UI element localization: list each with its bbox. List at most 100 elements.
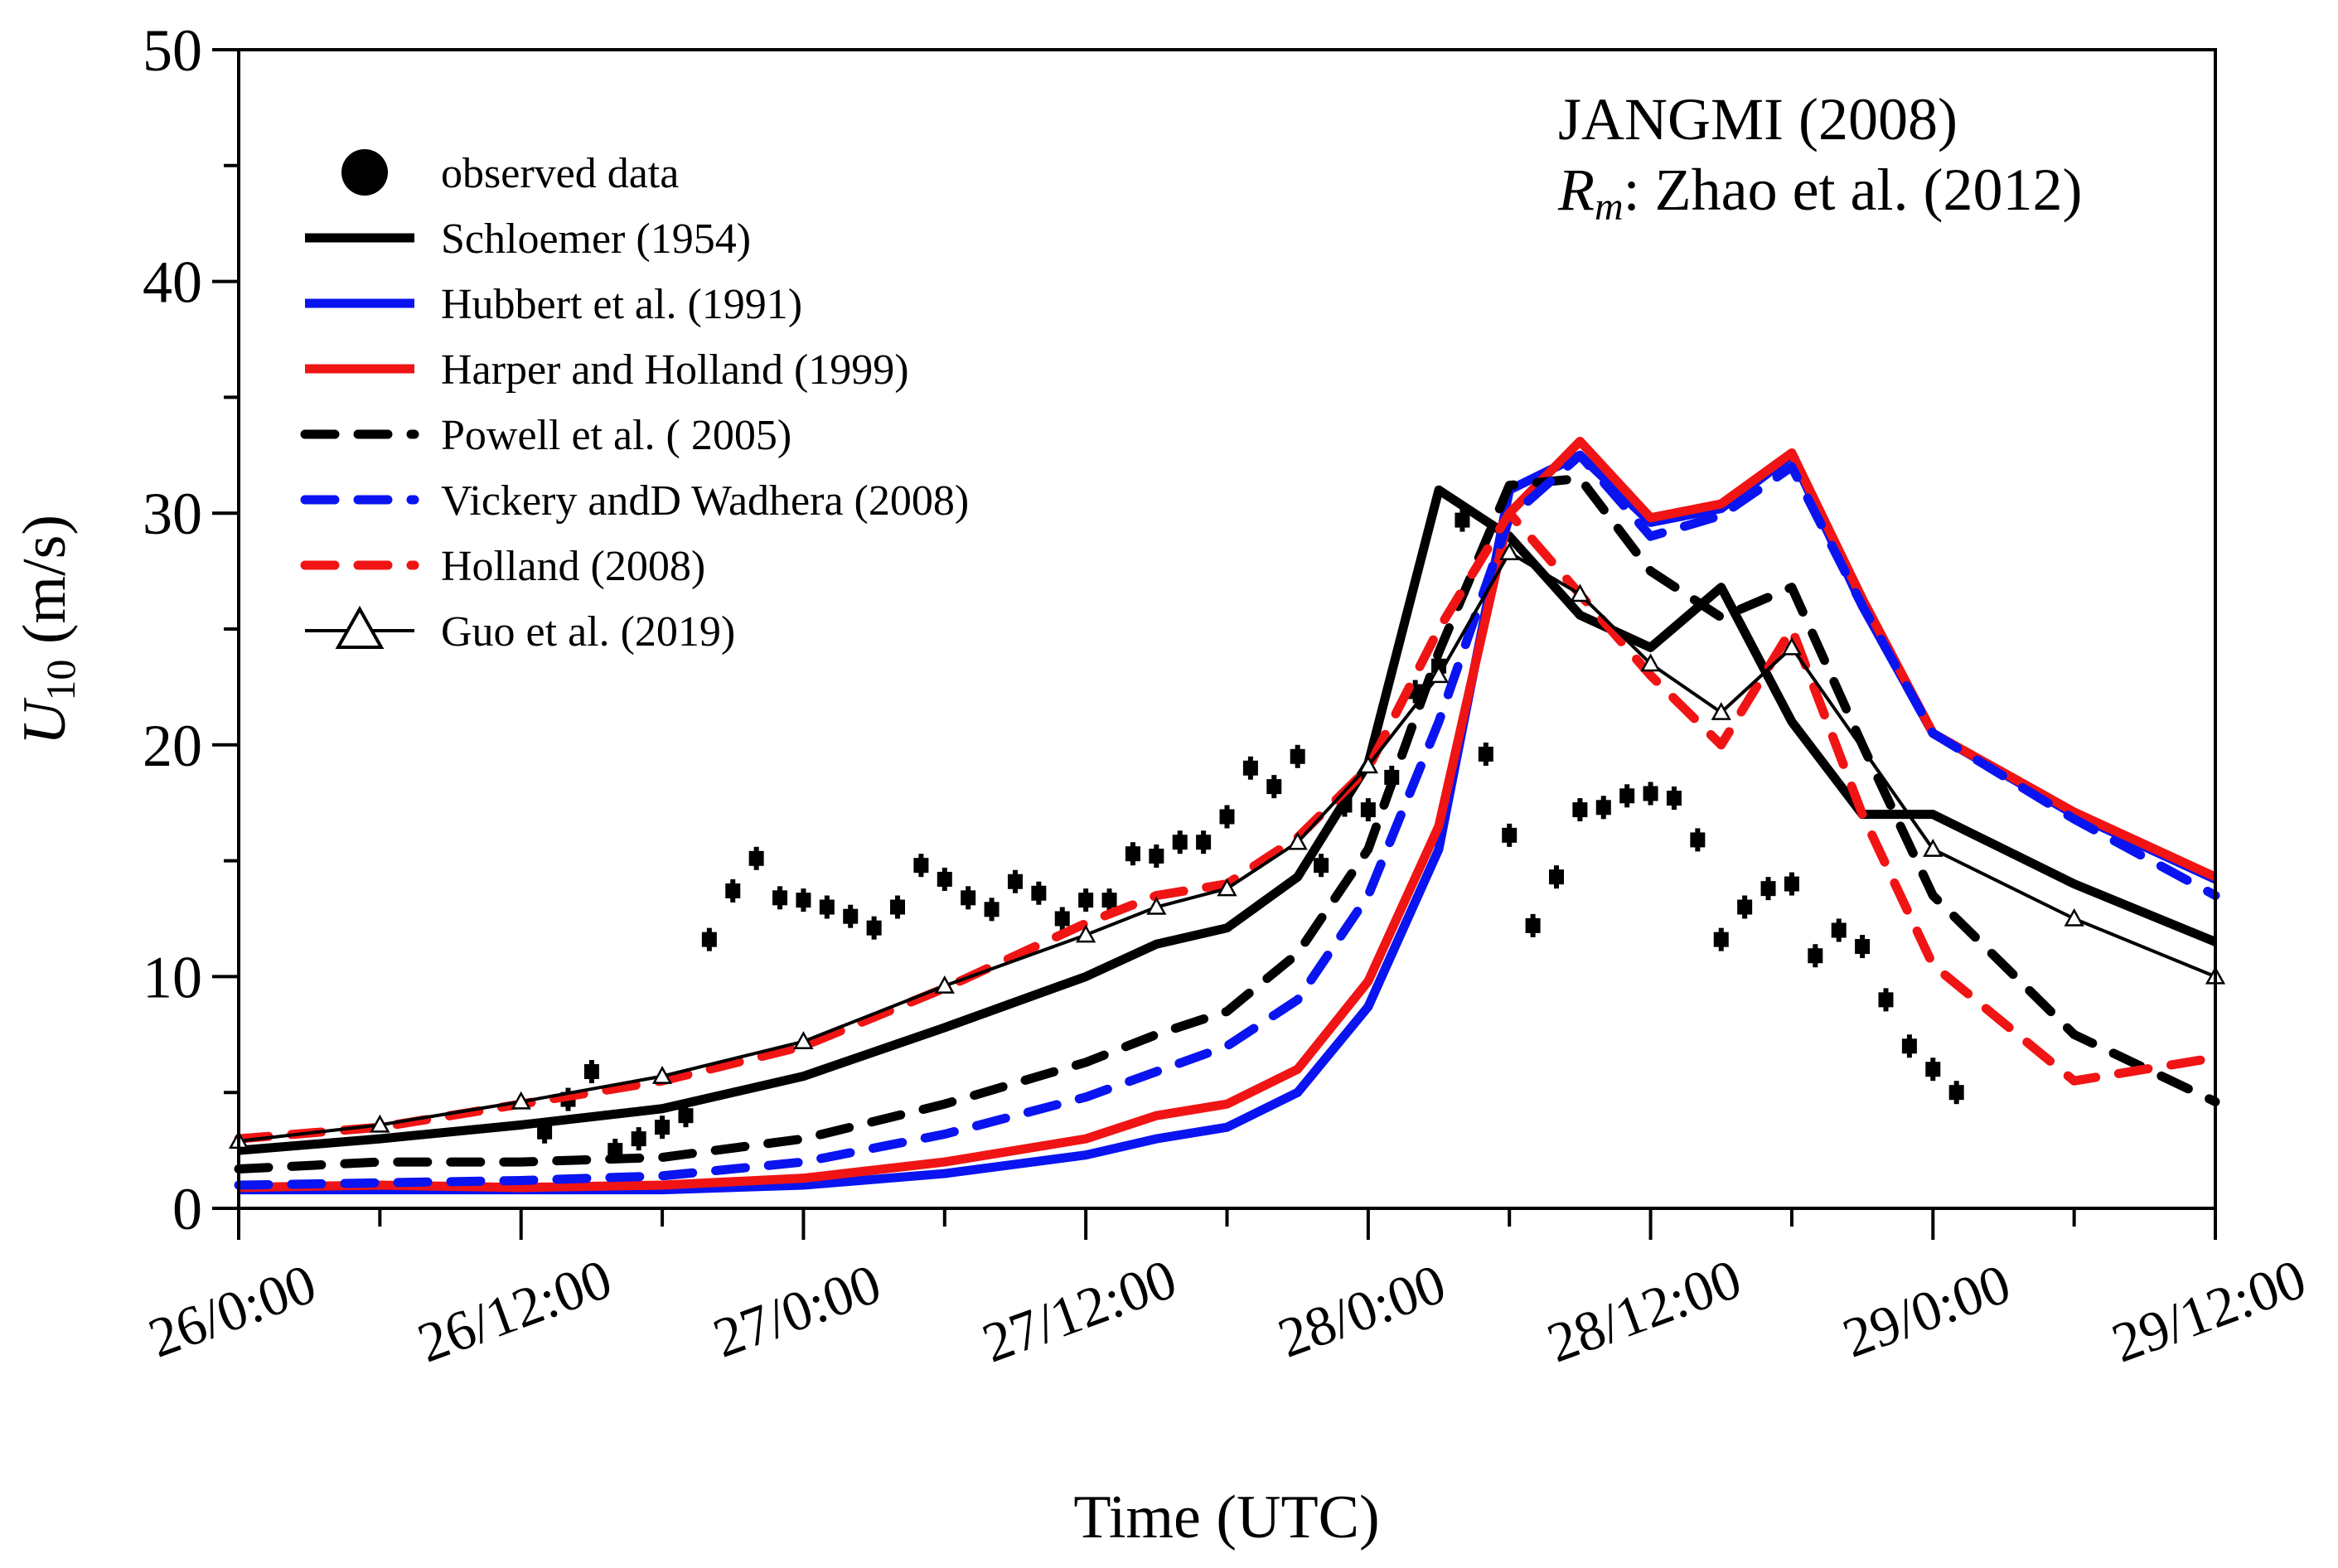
legend: observed data Schloemer (1954) Hubbert et … [300,149,969,656]
series-marker-guo-et-al-2019 [1499,542,1520,560]
observed-data-point-bar [1319,854,1324,878]
observed-data-point-bar [1059,907,1065,931]
observed-data-point-bar [1177,830,1183,854]
observed-data-point-bar [848,904,854,928]
legend-label: Vickery andD Wadhera (2008) [441,477,969,525]
series-marker-guo-et-al-2019 [1923,839,1943,857]
legend-label: Harper and Holland (1999) [441,346,909,394]
observed-data-point-bar [1530,913,1536,937]
series-marker-guo-et-al-2019 [934,975,955,994]
observed-data-point-bar [1883,988,1889,1012]
observed-data-point-bar [542,1120,548,1144]
series-marker-guo-et-al-2019 [511,1091,531,1110]
series-marker-guo-et-al-2019 [1570,583,1590,603]
axis-ticks [212,48,2217,1240]
observed-data-point-bar [1507,823,1513,847]
series-marker-guo-et-al-2019 [370,1114,390,1133]
annotation-title: JANGMI (2008) [1558,86,1958,152]
observed-data-point-bar [1130,842,1135,866]
observed-data-point-bar [1247,756,1253,780]
rm-symbol: R [1557,157,1595,223]
observed-data-point-bar [1012,869,1018,893]
observed-data-point-bar [1083,888,1089,912]
observed-data-point-bar [1224,805,1230,829]
observed-data-point-bar [777,886,783,910]
observed-data-point-bar [1930,1057,1936,1082]
observed-data-point-bar [1271,775,1277,799]
series-marker-guo-et-al-2019 [1640,653,1661,672]
observed-data-point-bar [918,854,924,878]
legend-label: Powell et al. ( 2005) [441,412,791,459]
series-line-powell-et-al-2005 [234,473,2220,1174]
observed-data-point-bar [1600,796,1606,820]
observed-data-point-bar [636,1127,641,1151]
observed-data-point-bar [824,895,830,919]
observed-data-point-bar [1365,798,1371,822]
observed-data-point-bar [989,898,995,922]
observed-data-point-bar [1154,844,1159,869]
observed-data-point-bar [1906,1034,1912,1058]
y-tick-label: 10 [143,944,202,1010]
legend-label: Hubbert et al. (1991) [441,281,802,328]
y-axis-symbol: U [11,697,79,745]
series-marker-guo-et-al-2019 [1428,665,1450,684]
annotation-rm: Rm: Zhao et al. (2012) [1557,157,2082,229]
series-line-guo-et-al-2019 [238,550,2216,1143]
observed-data-point-bar [1624,784,1630,808]
series-marker-guo-et-al-2019 [1287,831,1308,850]
legend-label: Guo et al. (2019) [441,608,735,656]
observed-data-point-bar [871,916,877,940]
observed-data-point-bar [1695,828,1701,852]
legend-label: observed data [441,150,679,197]
y-tick-label: 20 [143,713,202,779]
observed-data-point-bar [1813,944,1818,968]
x-tick-label: 29/12:00 [2104,1246,2314,1374]
series-marker-guo-et-al-2019 [1358,755,1378,774]
rm-subscript: m [1595,185,1624,229]
observed-data-point-bar [1036,881,1042,905]
observed-data-point-bar [730,878,736,903]
legend-label: Holland (2008) [441,543,705,590]
x-tick-label: 26/0:00 [141,1251,324,1369]
observed-data-point-bar [1554,865,1559,889]
observed-data-point-bar [660,1116,666,1140]
series-line-holland-2008 [234,508,2220,1144]
series-marker-guo-et-al-2019 [1711,702,1731,720]
observed-data-point-bar [801,888,806,912]
y-axis-label: U10 (m/s) [11,515,84,745]
x-tick-label: 27/12:00 [975,1246,1184,1374]
rm-text: : Zhao et al. (2012) [1624,157,2083,223]
series-marker-guo-et-al-2019 [1146,896,1167,915]
observed-data-point-bar [895,895,900,919]
x-tick-label: 28/12:00 [1539,1246,1749,1374]
observed-data-point-bar [966,886,971,910]
y-tick-label: 50 [143,17,202,84]
series-marker-guo-et-al-2019 [1217,878,1237,897]
observed-data-point-bar [1295,744,1300,768]
y-tick-labels: 0 10 20 30 40 50 [143,17,202,1242]
x-axis-label: Time (UTC) [1073,1483,1379,1551]
x-tick-label: 29/0:00 [1835,1251,2018,1369]
observed-data-point-bar [1201,830,1207,854]
observed-data-point-bar [1671,786,1677,811]
series-layer [228,437,2226,1195]
series-line-vickery-andd-wadhera-2008 [234,450,2220,1190]
y-axis-subscript: 10 [37,660,84,701]
observed-data-point-bar [753,846,759,870]
legend-symbol-observed [341,149,388,196]
y-tick-label: 40 [143,249,202,316]
observed-data-point-bar [1836,918,1842,942]
x-tick-label: 26/12:00 [409,1246,619,1374]
observed-data-point-bar [941,867,947,891]
observed-data-point-bar [683,1104,689,1128]
y-tick-label: 0 [172,1176,202,1242]
observed-data-point-bar [1953,1081,1959,1105]
x-tick-label: 28/0:00 [1270,1251,1453,1369]
observed-data-point-bar [1860,935,1866,959]
y-axis-unit: (m/s) [11,515,79,660]
x-tick-label: 27/0:00 [705,1251,888,1369]
series-marker-guo-et-al-2019 [2064,907,2084,927]
observed-data-point-bar [1789,872,1794,896]
